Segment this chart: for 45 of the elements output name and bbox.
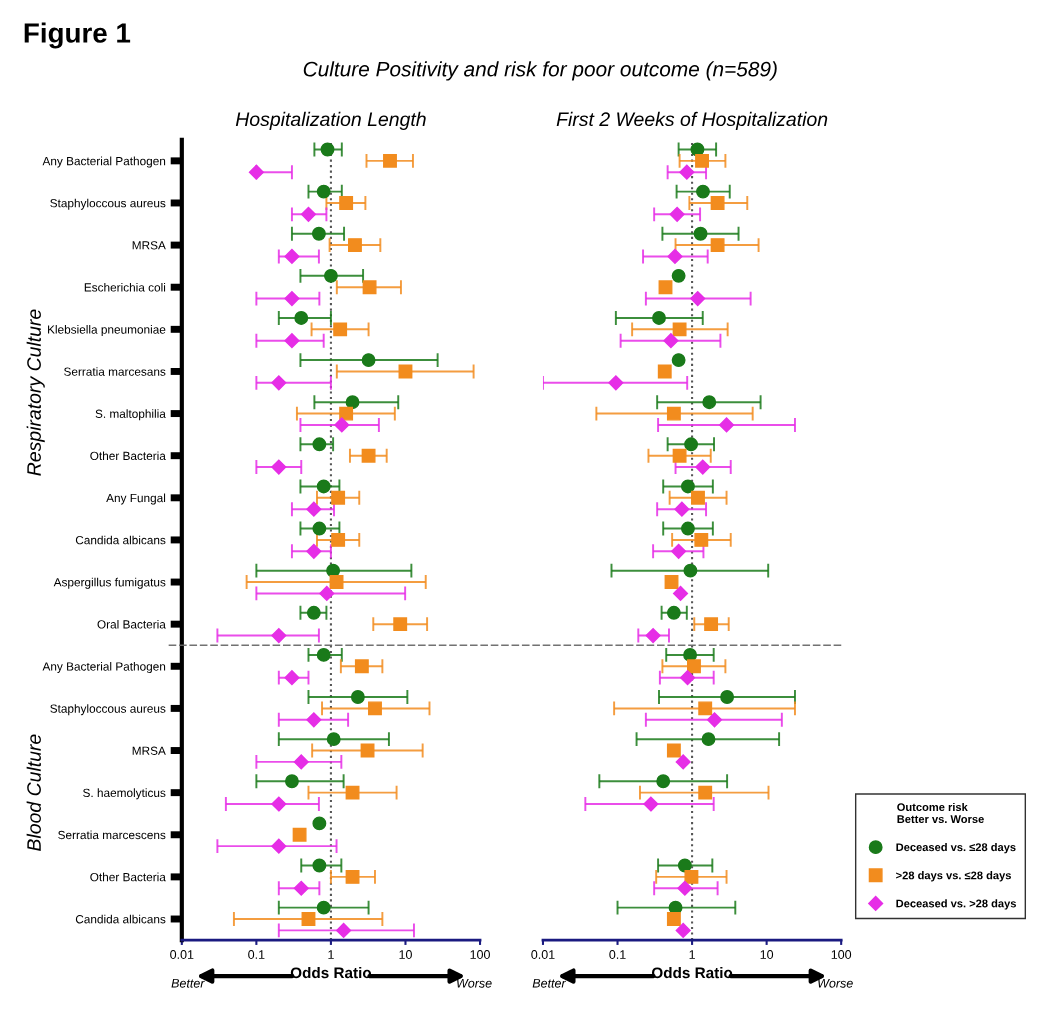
legend-label: Deceased vs. ≤28 days	[896, 842, 1016, 854]
y-tick-label: Other Bacteria	[90, 451, 166, 461]
legend-title: Outcome risk Better vs. Worse	[897, 802, 984, 824]
y-tick-label: Candida albicans	[75, 535, 166, 545]
x-tick-label: 10	[760, 950, 774, 959]
y-tick-label: S. haemolyticus	[83, 788, 166, 800]
y-tick-label: Staphyloccous aureus	[50, 198, 166, 210]
y-tick-label: Any Fungal	[106, 493, 166, 505]
y-tick-label: Aspergillus fumigatus	[53, 577, 166, 589]
y-tick-label: Serratia marcescens	[58, 830, 166, 840]
caption: Figure 1	[24, 22, 131, 49]
y-tick-label: MRSA	[132, 241, 166, 250]
y-tick-label: Candida albicans	[75, 914, 166, 924]
y-tick-label: Serratia marcesans	[64, 367, 166, 376]
x-tick-label: 1	[689, 950, 695, 959]
legend-label: >28 days vs. ≤28 days	[896, 871, 1011, 882]
y-tick-label: Any Bacterial Pathogen	[42, 662, 166, 674]
legend-label: Deceased vs. >28 days	[896, 899, 1016, 910]
x-tick-label: 0.1	[248, 950, 265, 959]
text: Blood Culture	[26, 734, 41, 851]
y-tick-label: S. maltophilia	[95, 409, 166, 421]
x-tick-label: 100	[831, 950, 852, 959]
y-tick-label: Klebsiella pneumoniae	[48, 325, 166, 337]
y-tick-label: Any Bacterial Pathogen	[42, 156, 166, 168]
text: Culture Positivity and risk for poor outcome (n=589)	[303, 61, 777, 81]
x-axis-title: Odds Ratio	[651, 966, 733, 979]
x-tick-label: 0.01	[170, 950, 194, 959]
y-tick-label: MRSA	[132, 746, 166, 755]
y-tick-label: Oral Bacteria	[97, 619, 166, 629]
text: Respiratory Culture	[26, 309, 45, 476]
chart-title: Hospitalization Length	[235, 111, 426, 130]
x-tick-label: 10	[399, 950, 412, 959]
x-tick-label: 0.01	[531, 950, 555, 959]
y-tick-label: Staphyloccous aureus	[50, 704, 166, 716]
text: Worse	[457, 978, 492, 988]
text: Better	[171, 978, 205, 988]
y-tick-label: Escherichia coli	[84, 282, 166, 292]
x-tick-label: 100	[470, 950, 490, 959]
x-tick-label: 0.1	[609, 950, 626, 959]
y-tick-label: Other Bacteria	[90, 872, 166, 882]
chart-title: First 2 Weeks of Hospitalization	[556, 111, 828, 130]
x-axis-title: Odds Ratio	[290, 966, 372, 979]
x-tick-label: 1	[328, 950, 334, 959]
text: Worse	[818, 978, 853, 988]
text: Better	[532, 978, 567, 988]
